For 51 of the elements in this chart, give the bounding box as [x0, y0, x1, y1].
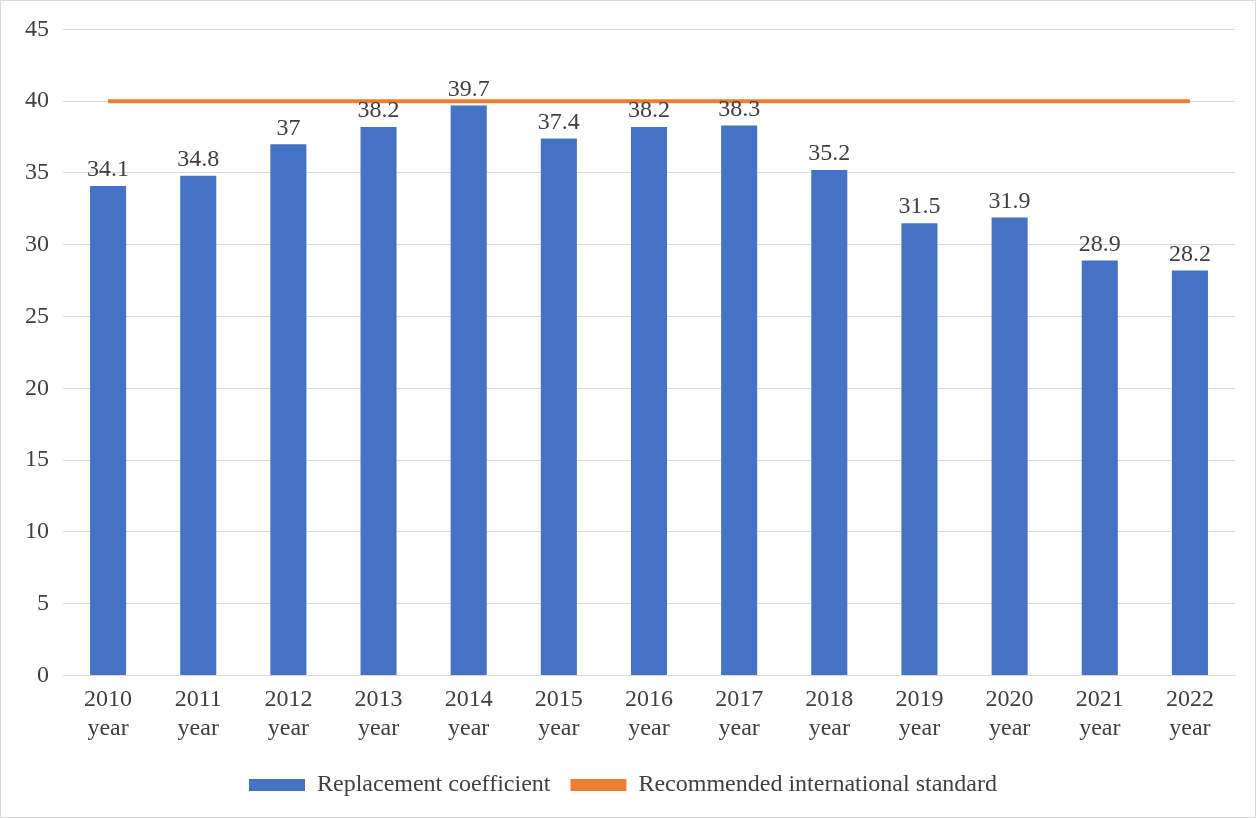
- bar: [721, 125, 758, 675]
- data-label: 28.9: [1078, 229, 1121, 256]
- x-tick-label: 2010 year: [84, 685, 133, 740]
- y-tick-label: 0: [37, 660, 49, 687]
- data-label: 39.7: [447, 74, 490, 101]
- bar: [90, 185, 127, 675]
- x-tick-label: 2016 year: [625, 685, 673, 740]
- x-tick-label: 2020 year: [985, 685, 1034, 740]
- bar: [630, 127, 668, 675]
- y-tick-label: 25: [25, 301, 49, 328]
- x-tick-label: 2021 year: [1075, 685, 1124, 740]
- bar: [540, 138, 577, 675]
- data-label: 37.4: [537, 107, 580, 134]
- y-tick-label: 35: [25, 158, 49, 185]
- bar: [270, 144, 307, 675]
- data-label: 34.8: [177, 145, 220, 172]
- x-tick-label: 2014 year: [444, 685, 493, 740]
- y-tick-label: 5: [37, 588, 49, 615]
- x-tick-label: 2013 year: [354, 685, 403, 740]
- bar: [450, 105, 487, 675]
- x-tick-label: 2011 year: [174, 685, 222, 740]
- y-tick-label: 10: [25, 517, 49, 544]
- bar: [901, 223, 938, 675]
- x-tick-label: 2019 year: [895, 685, 944, 740]
- data-label: 38.2: [628, 96, 670, 123]
- y-tick-label: 15: [25, 445, 49, 472]
- x-tick-label: 2015 year: [534, 685, 583, 740]
- legend-label: Replacement coefficient: [317, 770, 551, 797]
- bar: [180, 175, 217, 675]
- x-tick-label: 2018 year: [805, 685, 854, 740]
- data-label: 38.3: [718, 94, 761, 121]
- legend-label: Recommended international standard: [638, 770, 997, 797]
- data-label: 38.2: [357, 96, 400, 123]
- bar: [360, 127, 397, 675]
- bar: [1171, 270, 1208, 675]
- x-tick-label: 2017 year: [715, 685, 764, 740]
- x-tick-label: 2012 year: [264, 685, 313, 740]
- y-tick-label: 30: [25, 230, 49, 257]
- bar: [991, 217, 1028, 675]
- bar: [811, 170, 848, 675]
- data-label: 34.1: [87, 155, 130, 182]
- y-tick-label: 20: [25, 373, 49, 400]
- y-tick-label: 40: [25, 86, 49, 113]
- bar: [1081, 260, 1118, 675]
- data-label: 31.5: [898, 192, 941, 219]
- data-label: 35.2: [808, 139, 851, 166]
- y-tick-label: 45: [25, 14, 49, 41]
- data-label: 37: [276, 113, 301, 140]
- data-label: 28.2: [1168, 239, 1211, 266]
- data-label: 31.9: [988, 186, 1031, 213]
- x-tick-label: 2022 year: [1165, 685, 1214, 740]
